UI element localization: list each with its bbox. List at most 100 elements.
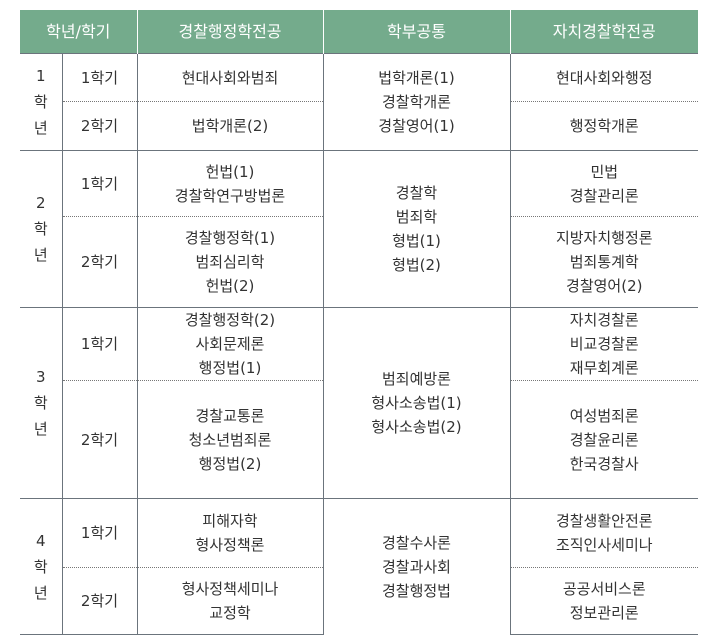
course-name: 경찰교통론 (195, 406, 265, 425)
course-name: 범죄통계학 (569, 253, 639, 271)
semester-label: 2학기 (61, 216, 137, 308)
course-name: 범죄예방론 (381, 370, 451, 388)
course-name: 년 (33, 583, 48, 602)
course-name: 현대사회와범죄 (181, 68, 279, 87)
course-name: 행정학개론 (569, 117, 639, 135)
course-name: 형법(2) (392, 256, 441, 274)
course-name: 경찰생활안전론 (555, 512, 653, 530)
course-name: 경찰과사회 (381, 557, 451, 576)
course-name: 지방자치행정론 (555, 229, 653, 247)
semester-label: 1학기 (61, 53, 137, 102)
autonomous-police-courses: 행정학개론 (509, 101, 698, 151)
course-name: 경찰행정법 (381, 581, 451, 600)
course-name: 경찰수사론 (381, 533, 451, 552)
police-admin-courses: 경찰교통론 청소년범죄론 행정법(2) (136, 380, 323, 499)
course-name: 학 (33, 394, 48, 412)
course-name: 재무회계론 (569, 359, 639, 377)
header-autonomous-police: 자치경찰학전공 (509, 10, 698, 54)
course-name: 범죄학 (395, 208, 438, 226)
course-name: 학 (33, 93, 48, 111)
header-common: 학부공통 (322, 10, 510, 54)
course-name: 헌법(1) (205, 162, 255, 181)
autonomous-police-courses: 현대사회와행정 (509, 53, 698, 102)
course-name: 법학개론(2) (191, 117, 269, 135)
course-name: 형사소송법(1) (371, 394, 462, 412)
course-name: 공공서비스론 (562, 580, 646, 598)
course-name: 1 (35, 67, 46, 85)
table-row: 4 학 년 1학기 피해자학 형사정책론 경찰수사론 경찰과사회 경찰행정법 경찰생활안전론 조직인… (20, 498, 698, 635)
course-name: 여성범죄론 (569, 406, 639, 425)
course-name: 현대사회와행정 (555, 68, 653, 87)
header-year-semester: 학년/학기 (20, 10, 137, 54)
course-name: 한국경찰사 (569, 454, 639, 473)
semester-label: 2학기 (61, 567, 137, 635)
course-name: 행정법(1) (198, 359, 262, 377)
course-name: 경찰학개론 (381, 93, 451, 111)
course-name: 경찰영어(1) (378, 117, 455, 135)
semester-label: 1학기 (61, 150, 137, 217)
course-name: 사회문제론 (195, 335, 265, 353)
table-row: 2 학 년 1학기 헌법(1) 경찰학연구방법론 경찰학 범죄학 형법(1) 형법(2) 민법 경찰관… (20, 150, 698, 308)
common-courses: 경찰학 범죄학 형법(1) 형법(2) (322, 150, 510, 308)
semester-label: 2학기 (61, 101, 137, 151)
course-name: 경찰윤리론 (569, 430, 639, 449)
course-name: 3 (35, 368, 46, 386)
course-name: 헌법(2) (205, 277, 255, 295)
course-name: 청소년범죄론 (188, 430, 272, 449)
course-name: 형사소송법(2) (371, 418, 462, 436)
course-name: 조직인사세미나 (555, 536, 653, 554)
semester-label: 1학기 (61, 307, 137, 381)
course-name: 정보관리론 (569, 604, 639, 622)
course-name: 경찰행정학(1) (184, 229, 276, 247)
semester-label: 2학기 (61, 380, 137, 499)
course-name: 교정학 (209, 604, 251, 622)
course-name: 학 (33, 557, 48, 576)
header-row: 학년/학기 경찰행정학전공 학부공통 자치경찰학전공 (20, 10, 698, 54)
course-name: 경찰영어(2) (566, 277, 643, 295)
autonomous-police-courses: 자치경찰론 비교경찰론 재무회계론 (509, 307, 698, 381)
course-name: 범죄심리학 (195, 253, 265, 271)
course-name: 형사정책세미나 (181, 580, 279, 598)
curriculum-table: 학년/학기 경찰행정학전공 학부공통 자치경찰학전공 1 학 년 1학기 현대사회와범죄… (20, 10, 698, 635)
course-name: 학 (33, 220, 48, 238)
course-name: 민법 (590, 162, 619, 181)
header-police-admin: 경찰행정학전공 (136, 10, 323, 54)
course-name: 경찰관리론 (569, 186, 639, 205)
course-name: 형사정책론 (195, 536, 265, 554)
course-name: 형법(1) (392, 232, 441, 250)
table-row: 2학기 법학개론(2) 행정학개론 (20, 101, 698, 151)
course-name: 법학개론(1) (378, 69, 455, 87)
table-row: 2학기 경찰교통론 청소년범죄론 행정법(2) 여성범죄론 경찰윤리론 한국경찰사 (20, 380, 698, 499)
course-name: 2 (35, 194, 46, 212)
course-name: 피해자학 (202, 512, 258, 530)
course-name: 4 (35, 531, 46, 550)
police-admin-courses: 현대사회와범죄 (136, 53, 323, 102)
police-admin-courses: 헌법(1) 경찰학연구방법론 (136, 150, 323, 217)
course-name: 자치경찰론 (569, 311, 639, 329)
course-name: 경찰행정학(2) (184, 311, 276, 329)
police-admin-courses: 법학개론(2) (136, 101, 323, 151)
course-name: 년 (33, 420, 48, 438)
course-name: 년 (33, 119, 48, 137)
semester-label: 1학기 (61, 498, 137, 568)
course-name: 경찰학연구방법론 (174, 186, 286, 205)
